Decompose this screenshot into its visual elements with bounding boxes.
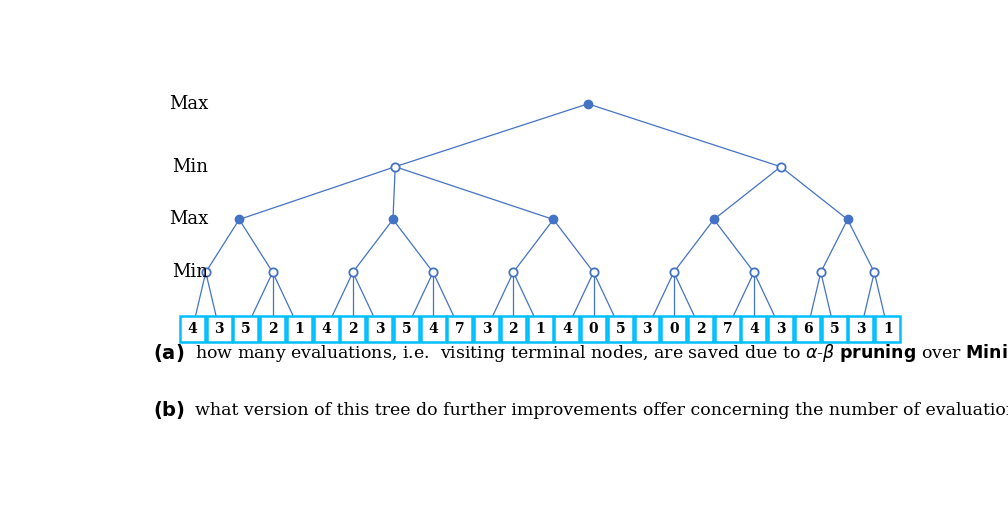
FancyBboxPatch shape xyxy=(394,316,419,341)
Text: 3: 3 xyxy=(642,322,652,336)
Text: 4: 4 xyxy=(322,322,331,336)
FancyBboxPatch shape xyxy=(234,316,258,341)
FancyBboxPatch shape xyxy=(260,316,285,341)
Text: 5: 5 xyxy=(616,322,625,336)
Text: 4: 4 xyxy=(561,322,572,336)
Text: Min: Min xyxy=(172,263,208,281)
FancyBboxPatch shape xyxy=(634,316,659,341)
Text: 4: 4 xyxy=(749,322,759,336)
FancyBboxPatch shape xyxy=(715,316,740,341)
FancyBboxPatch shape xyxy=(849,316,873,341)
Text: 5: 5 xyxy=(401,322,411,336)
FancyBboxPatch shape xyxy=(554,316,580,341)
FancyBboxPatch shape xyxy=(179,316,205,341)
Text: 7: 7 xyxy=(723,322,732,336)
Text: 1: 1 xyxy=(294,322,304,336)
Text: 1: 1 xyxy=(883,322,892,336)
Text: 4: 4 xyxy=(428,322,437,336)
FancyBboxPatch shape xyxy=(688,316,713,341)
Text: 1: 1 xyxy=(535,322,545,336)
FancyBboxPatch shape xyxy=(608,316,633,341)
Text: 4: 4 xyxy=(187,322,198,336)
FancyBboxPatch shape xyxy=(420,316,446,341)
Text: 3: 3 xyxy=(776,322,785,336)
Text: 6: 6 xyxy=(802,322,812,336)
FancyBboxPatch shape xyxy=(581,316,606,341)
FancyBboxPatch shape xyxy=(875,316,900,341)
FancyBboxPatch shape xyxy=(527,316,552,341)
Text: 5: 5 xyxy=(830,322,839,336)
FancyBboxPatch shape xyxy=(822,316,847,341)
FancyBboxPatch shape xyxy=(742,316,766,341)
FancyBboxPatch shape xyxy=(474,316,499,341)
Text: Min: Min xyxy=(172,158,208,175)
Text: Max: Max xyxy=(168,210,208,229)
FancyBboxPatch shape xyxy=(341,316,365,341)
FancyBboxPatch shape xyxy=(367,316,392,341)
Text: 3: 3 xyxy=(375,322,384,336)
Text: 5: 5 xyxy=(241,322,251,336)
Text: 3: 3 xyxy=(856,322,866,336)
Text: $\mathbf{(b)}$: $\mathbf{(b)}$ xyxy=(153,399,185,421)
Text: 2: 2 xyxy=(508,322,518,336)
Text: 0: 0 xyxy=(589,322,599,336)
FancyBboxPatch shape xyxy=(768,316,793,341)
FancyBboxPatch shape xyxy=(313,316,339,341)
FancyBboxPatch shape xyxy=(287,316,311,341)
FancyBboxPatch shape xyxy=(501,316,526,341)
FancyBboxPatch shape xyxy=(207,316,232,341)
Text: 2: 2 xyxy=(696,322,706,336)
Text: how many evaluations, i.e.  visiting terminal nodes, are saved due to $\alpha$-$: how many evaluations, i.e. visiting term… xyxy=(195,343,1008,364)
Text: what version of this tree do further improvements offer concerning the number of: what version of this tree do further imp… xyxy=(195,402,1008,418)
Text: 0: 0 xyxy=(669,322,678,336)
Text: Max: Max xyxy=(168,95,208,113)
Text: 3: 3 xyxy=(215,322,224,336)
FancyBboxPatch shape xyxy=(448,316,473,341)
Text: 7: 7 xyxy=(455,322,465,336)
Text: 2: 2 xyxy=(348,322,358,336)
FancyBboxPatch shape xyxy=(795,316,820,341)
Text: 2: 2 xyxy=(268,322,277,336)
FancyBboxPatch shape xyxy=(661,316,686,341)
Text: $\mathbf{(a)}$: $\mathbf{(a)}$ xyxy=(153,343,184,364)
Text: 3: 3 xyxy=(482,322,491,336)
